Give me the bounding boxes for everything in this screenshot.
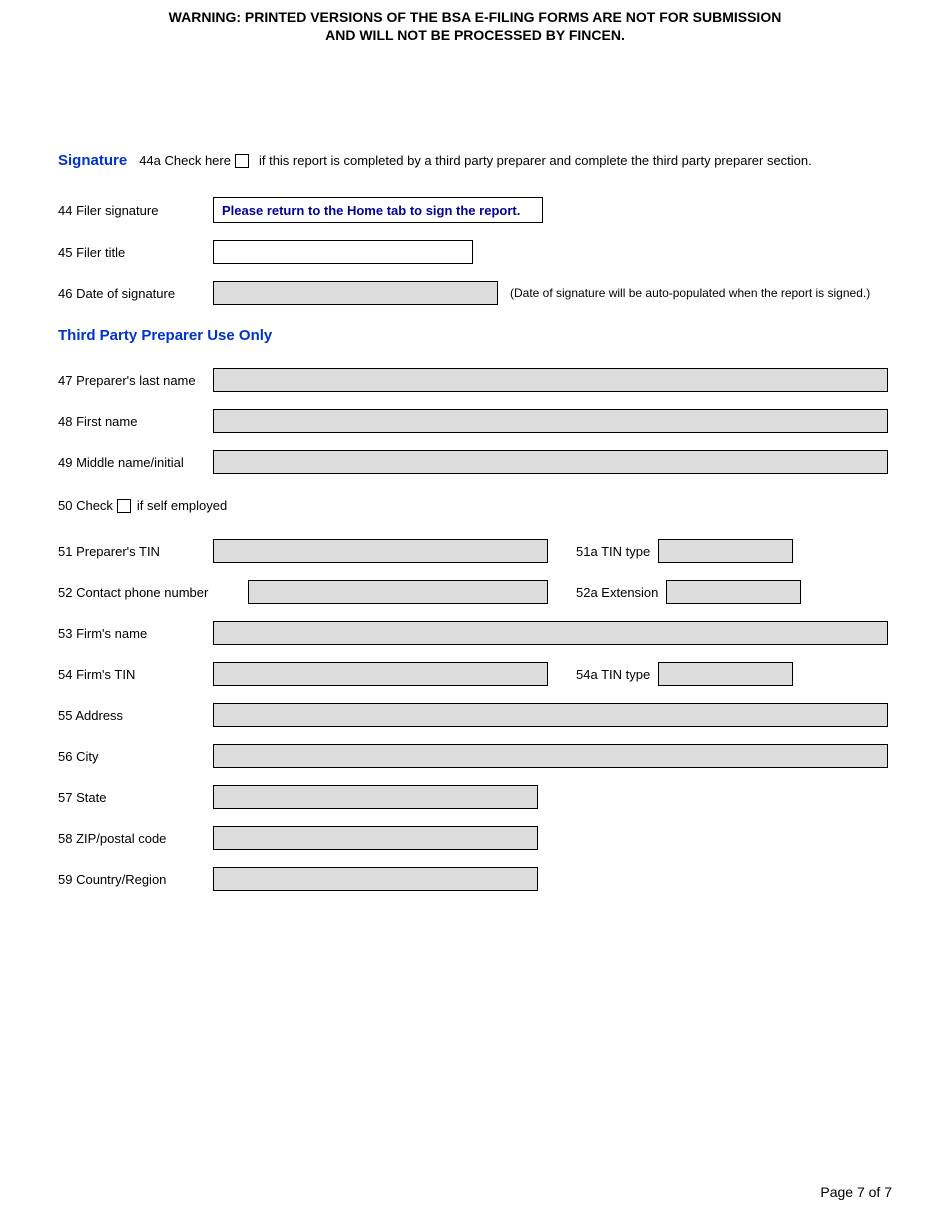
page-footer: Page 7 of 7 bbox=[820, 1184, 892, 1200]
row-55: 55 Address bbox=[58, 703, 892, 727]
preparer-tin-input[interactable] bbox=[213, 539, 548, 563]
check-44a-suffix: if this report is completed by a third p… bbox=[259, 153, 812, 168]
label-58: 58 ZIP/postal code bbox=[58, 831, 213, 846]
check-44a-prefix: 44a Check here bbox=[139, 153, 231, 168]
warning-line2: AND WILL NOT BE PROCESSED BY FINCEN. bbox=[0, 26, 950, 44]
extension-input[interactable] bbox=[666, 580, 801, 604]
label-51a: 51a TIN type bbox=[576, 544, 650, 559]
row-59: 59 Country/Region bbox=[58, 867, 892, 891]
firm-tin-type-input[interactable] bbox=[658, 662, 793, 686]
row-51: 51 Preparer's TIN 51a TIN type bbox=[58, 539, 892, 563]
contact-phone-input[interactable] bbox=[248, 580, 548, 604]
row-44: 44 Filer signature Please return to the … bbox=[58, 197, 892, 223]
label-54a: 54a TIN type bbox=[576, 667, 650, 682]
label-59: 59 Country/Region bbox=[58, 872, 213, 887]
preparer-lastname-input[interactable] bbox=[213, 368, 888, 392]
filer-title-input[interactable] bbox=[213, 240, 473, 264]
label-50-suffix: if self employed bbox=[137, 498, 227, 513]
label-56: 56 City bbox=[58, 749, 213, 764]
note-46: (Date of signature will be auto-populate… bbox=[510, 286, 870, 300]
country-input[interactable] bbox=[213, 867, 538, 891]
preparer-tin-type-input[interactable] bbox=[658, 539, 793, 563]
row-50: 50 Check if self employed bbox=[58, 498, 892, 513]
checkbox-44a[interactable] bbox=[235, 154, 249, 168]
preparer-middlename-input[interactable] bbox=[213, 450, 888, 474]
filer-signature-box: Please return to the Home tab to sign th… bbox=[213, 197, 543, 223]
label-49: 49 Middle name/initial bbox=[58, 455, 213, 470]
label-44: 44 Filer signature bbox=[58, 203, 213, 218]
label-46: 46 Date of signature bbox=[58, 286, 213, 301]
row-56: 56 City bbox=[58, 744, 892, 768]
firm-tin-input[interactable] bbox=[213, 662, 548, 686]
row-53: 53 Firm's name bbox=[58, 621, 892, 645]
row-52: 52 Contact phone number 52a Extension bbox=[58, 580, 892, 604]
label-47: 47 Preparer's last name bbox=[58, 373, 213, 388]
row-45: 45 Filer title bbox=[58, 240, 892, 264]
checkbox-50[interactable] bbox=[117, 499, 131, 513]
label-54: 54 Firm's TIN bbox=[58, 667, 213, 682]
state-input[interactable] bbox=[213, 785, 538, 809]
city-input[interactable] bbox=[213, 744, 888, 768]
form-content: Signature 44a Check here if this report … bbox=[0, 44, 950, 891]
date-signature-input[interactable] bbox=[213, 281, 498, 305]
label-52: 52 Contact phone number bbox=[58, 585, 248, 600]
label-50-prefix: 50 Check bbox=[58, 498, 113, 513]
warning-header: WARNING: PRINTED VERSIONS OF THE BSA E-F… bbox=[0, 0, 950, 44]
preparer-heading: Third Party Preparer Use Only bbox=[58, 327, 892, 344]
preparer-firstname-input[interactable] bbox=[213, 409, 888, 433]
row-47: 47 Preparer's last name bbox=[58, 368, 892, 392]
warning-line1: WARNING: PRINTED VERSIONS OF THE BSA E-F… bbox=[0, 8, 950, 26]
row-58: 58 ZIP/postal code bbox=[58, 826, 892, 850]
label-55: 55 Address bbox=[58, 708, 213, 723]
address-input[interactable] bbox=[213, 703, 888, 727]
row-54: 54 Firm's TIN 54a TIN type bbox=[58, 662, 892, 686]
row-48: 48 First name bbox=[58, 409, 892, 433]
label-57: 57 State bbox=[58, 790, 213, 805]
row-57: 57 State bbox=[58, 785, 892, 809]
row-46: 46 Date of signature (Date of signature … bbox=[58, 281, 892, 305]
label-52a: 52a Extension bbox=[576, 585, 658, 600]
firm-name-input[interactable] bbox=[213, 621, 888, 645]
label-51: 51 Preparer's TIN bbox=[58, 544, 213, 559]
zip-input[interactable] bbox=[213, 826, 538, 850]
label-53: 53 Firm's name bbox=[58, 626, 213, 641]
filer-signature-text: Please return to the Home tab to sign th… bbox=[222, 203, 520, 218]
signature-heading: Signature bbox=[58, 152, 127, 169]
label-48: 48 First name bbox=[58, 414, 213, 429]
label-45: 45 Filer title bbox=[58, 245, 213, 260]
row-49: 49 Middle name/initial bbox=[58, 450, 892, 474]
signature-header-row: Signature 44a Check here if this report … bbox=[58, 152, 892, 169]
